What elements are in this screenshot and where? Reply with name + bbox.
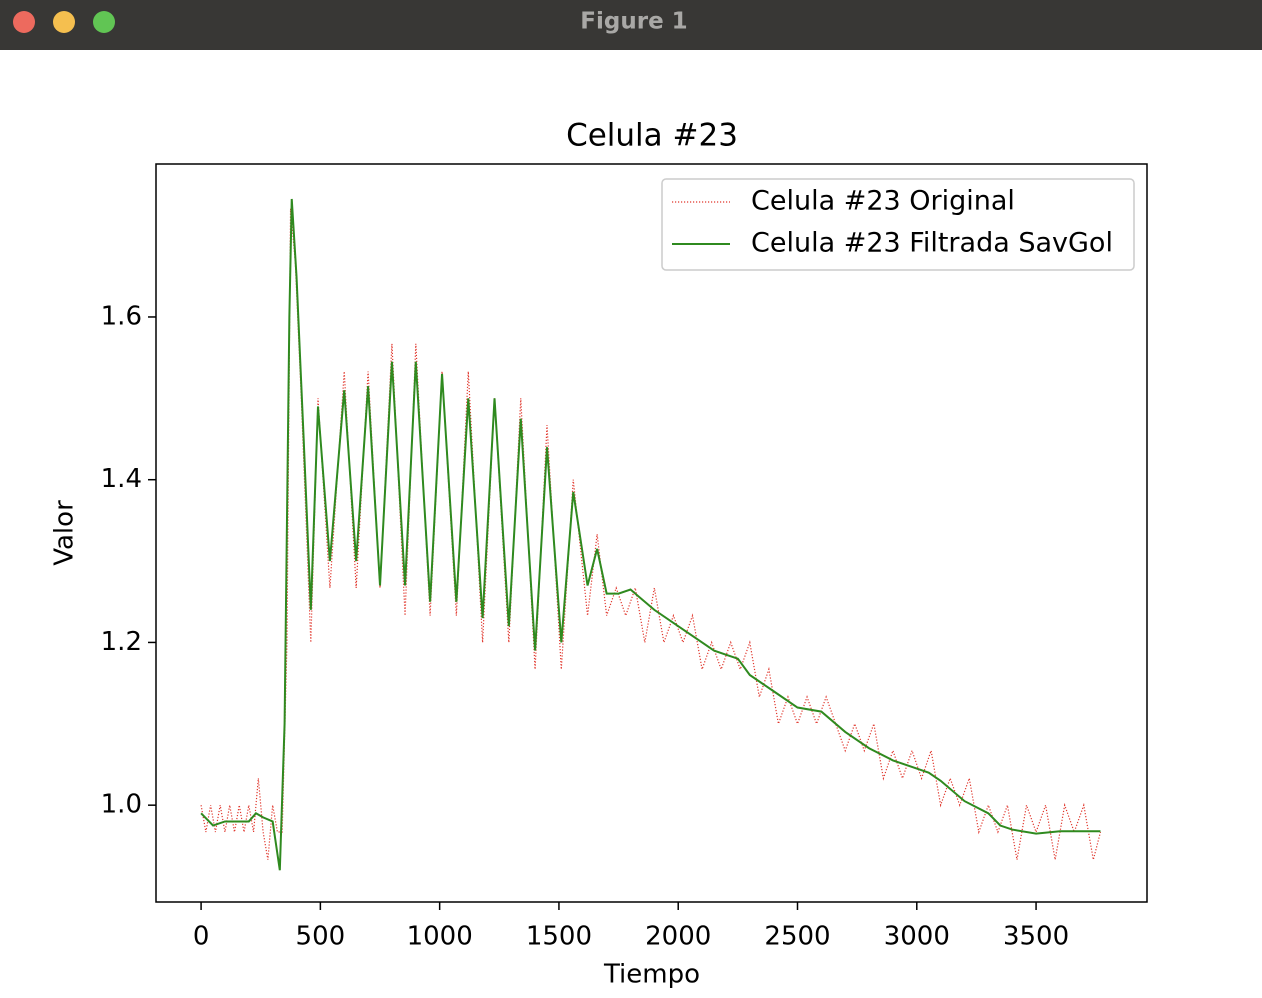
x-tick-label: 3500 xyxy=(1003,922,1069,952)
x-tick-label: 3000 xyxy=(884,922,950,952)
minimize-button[interactable] xyxy=(53,11,75,33)
x-axis-label: Tiempo xyxy=(603,960,700,990)
legend-label: Celula #23 Original xyxy=(751,186,1015,217)
close-button[interactable] xyxy=(13,11,35,33)
legend: Celula #23 Original Celula #23 Filtrada S… xyxy=(661,178,1135,271)
x-tick-label: 500 xyxy=(296,922,346,952)
y-tick-label: 1.6 xyxy=(101,301,142,331)
x-tick-label: 0 xyxy=(193,922,210,952)
window-title: Figure 1 xyxy=(580,9,687,35)
zoom-button[interactable] xyxy=(93,11,115,33)
legend-box xyxy=(661,178,1135,271)
x-tick-label: 1000 xyxy=(407,922,473,952)
y-tick-label: 1.0 xyxy=(101,790,142,820)
y-tick-label: 1.4 xyxy=(101,464,142,494)
legend-label: Celula #23 Filtrada SavGol xyxy=(751,228,1113,259)
x-tick-label: 1500 xyxy=(526,922,592,952)
axes: 0 500 1000 1500 2000 2500 3000 3500 1.0 1.2 1.4 1.6 xyxy=(101,301,1070,951)
y-axis-label: Valor xyxy=(50,500,80,566)
x-tick-label: 2000 xyxy=(645,922,711,952)
y-tick-label: 1.2 xyxy=(101,627,142,657)
series-line xyxy=(200,208,1102,860)
x-tick-label: 2500 xyxy=(764,922,830,952)
chart-title: Celula #23 xyxy=(566,118,738,154)
series-line xyxy=(200,198,1101,871)
title-bar xyxy=(0,0,1262,50)
plot-area xyxy=(200,198,1102,871)
axes-frame xyxy=(155,163,1148,903)
